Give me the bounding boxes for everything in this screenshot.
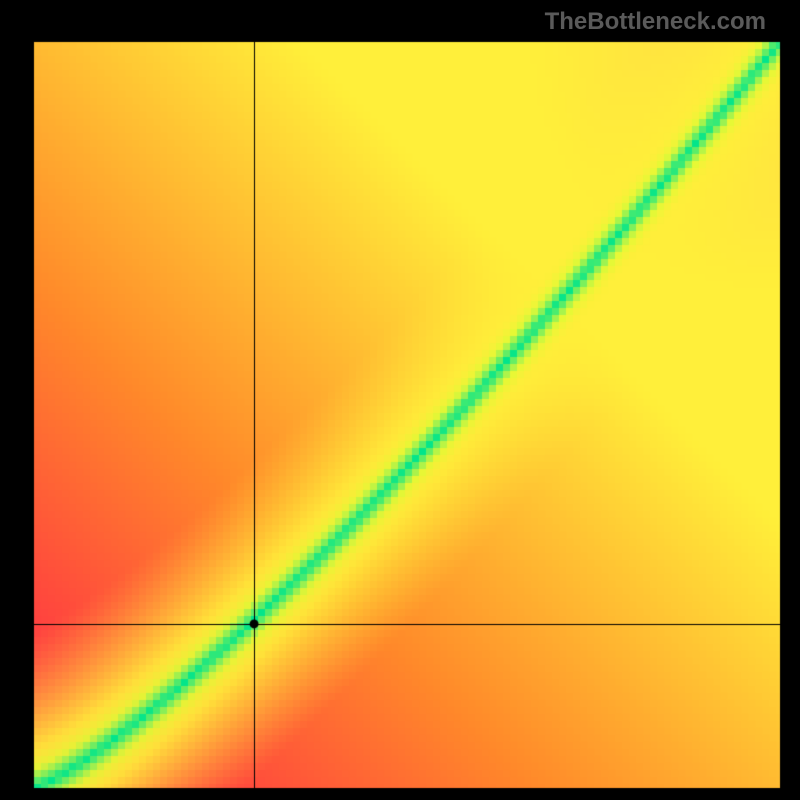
heatmap-canvas — [0, 0, 800, 800]
chart-container: TheBottleneck.com — [0, 0, 800, 800]
